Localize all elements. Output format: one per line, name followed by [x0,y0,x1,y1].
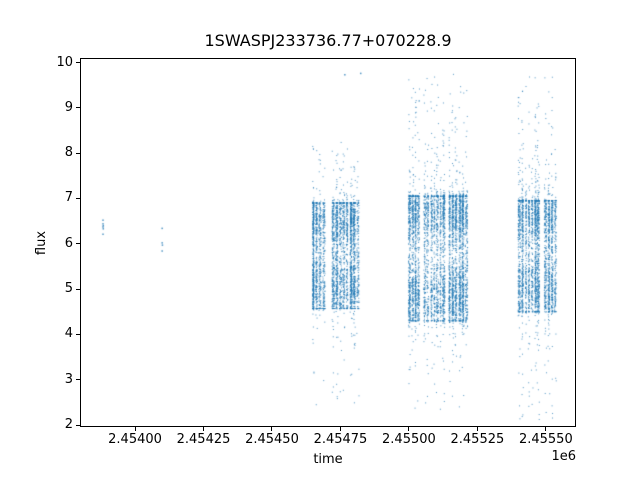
x-tick-label: 2.45400 [108,432,162,447]
y-tick-label: 6 [64,235,73,251]
y-tick-mark [76,379,80,381]
x-tick-mark [545,427,547,431]
x-tick-label: 2.45500 [382,432,436,447]
x-tick-label: 2.45425 [176,432,231,447]
x-tick-mark [476,427,478,431]
y-tick-label: 9 [64,99,73,115]
x-tick-mark [271,427,273,431]
x-tick-mark [203,427,205,431]
x-tick-mark [134,427,136,431]
y-tick-mark [76,107,80,109]
x-axis-offset-label: 1e6 [551,449,576,464]
y-tick-mark [76,243,80,245]
x-tick-label: 2.45475 [313,432,368,447]
scatter-canvas [80,58,576,427]
y-tick-label: 8 [64,145,73,161]
y-tick-label: 7 [64,190,73,206]
y-tick-mark [76,152,80,154]
y-tick-mark [76,333,80,335]
y-tick-label: 10 [56,54,73,70]
x-tick-mark [408,427,410,431]
y-tick-label: 2 [64,417,73,432]
x-axis-label: time [313,452,343,467]
y-tick-mark [76,288,80,290]
y-tick-mark [76,424,80,426]
y-tick-label: 4 [64,326,73,342]
x-tick-mark [339,427,341,431]
y-tick-mark [76,197,80,199]
y-tick-label: 3 [64,371,73,387]
y-tick-mark [76,62,80,64]
x-tick-label: 2.45450 [245,432,299,447]
y-tick-label: 5 [64,281,73,297]
chart-title: 1SWASPJ233736.77+070228.9 [204,31,452,50]
x-tick-label: 2.45525 [450,432,505,447]
x-tick-label: 2.45550 [518,432,573,447]
